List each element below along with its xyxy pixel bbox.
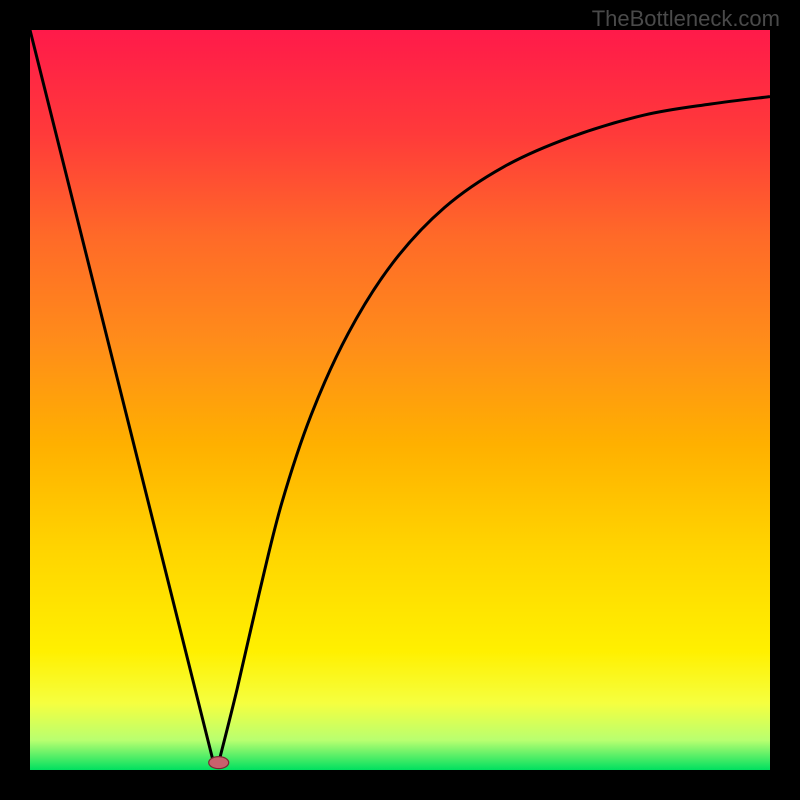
plot-gradient-area (30, 30, 770, 770)
chart-container: TheBottleneck.com (0, 0, 800, 800)
watermark-text: TheBottleneck.com (592, 6, 780, 32)
